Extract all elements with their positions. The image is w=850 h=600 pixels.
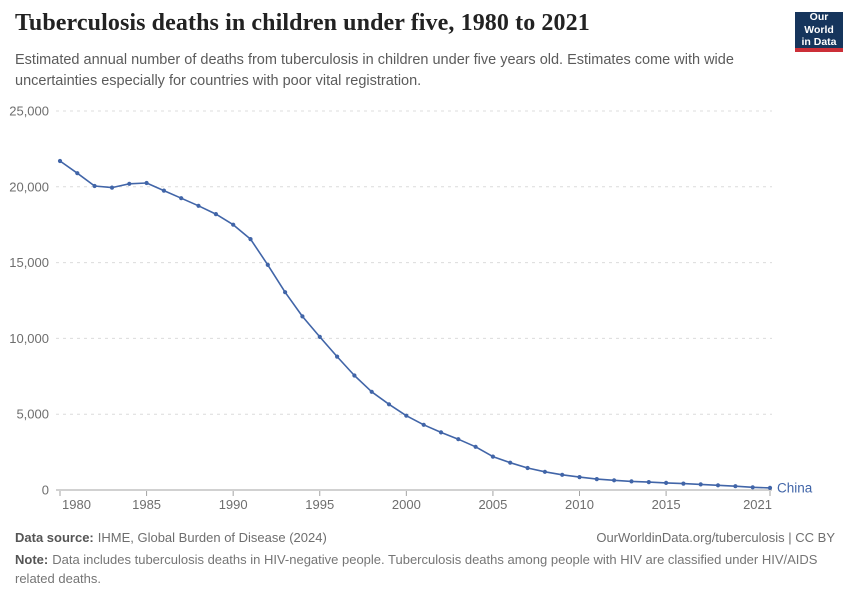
x-tick-label: 2010 [565, 497, 594, 512]
y-tick-label: 20,000 [9, 179, 49, 194]
y-tick-label: 0 [42, 483, 49, 498]
x-tick-label: 1980 [62, 497, 91, 512]
data-point [542, 469, 548, 474]
data-point [456, 437, 461, 442]
data-point [109, 185, 115, 190]
data-source: Data source: IHME, Global Burden of Disea… [15, 530, 327, 545]
data-point [664, 480, 669, 485]
logo-line1: Our World [804, 11, 834, 36]
data-point [698, 482, 703, 487]
series-label-china: China [777, 480, 813, 495]
x-tick-label: 2015 [652, 497, 681, 512]
chart-subtitle: Estimated annual number of deaths from t… [15, 52, 734, 90]
data-point [421, 422, 426, 427]
x-tick-label: 2021 [743, 497, 772, 512]
data-point [386, 402, 392, 407]
data-point [196, 203, 201, 208]
data-point [577, 475, 582, 480]
logo-line2: in Data [801, 36, 837, 49]
data-point [404, 413, 409, 418]
data-point [179, 196, 184, 201]
data-point [144, 180, 149, 186]
attribution-link[interactable]: OurWorldinData.org/tuberculosis | CC BY [596, 530, 835, 545]
data-point [490, 454, 495, 459]
data-point [300, 314, 305, 319]
data-point [612, 478, 617, 483]
data-point [438, 430, 444, 435]
data-points [57, 158, 773, 490]
data-point [369, 389, 374, 394]
data-point [335, 354, 340, 359]
data-point [283, 290, 288, 295]
data-point [317, 334, 322, 339]
owid-logo: Our World in Data [795, 11, 843, 52]
data-point [248, 237, 253, 242]
data-point [560, 472, 565, 477]
owid-logo-text: Our World in Data [795, 11, 843, 49]
series-line-china [59, 160, 771, 489]
data-point [594, 477, 599, 482]
data-point [767, 485, 773, 490]
data-point [75, 171, 80, 176]
data-point [265, 262, 270, 267]
y-tick-label: 15,000 [9, 255, 49, 270]
y-tick-label: 5,000 [16, 407, 49, 422]
gridlines [56, 110, 772, 491]
data-point [92, 183, 97, 189]
data-point [715, 483, 721, 488]
chart-title: Tuberculosis deaths in children under fi… [15, 10, 590, 36]
x-tick-label: 1990 [219, 497, 248, 512]
footnote-text: Data includes tuberculosis deaths in HIV… [15, 552, 818, 586]
data-point [733, 484, 738, 489]
x-tick-label: 1985 [132, 497, 161, 512]
data-point [629, 479, 634, 484]
y-axis-labels: 0 5,000 10,000 15,000 20,000 25,000 [9, 104, 49, 498]
x-tick-label: 2005 [478, 497, 507, 512]
y-tick-label: 25,000 [9, 104, 49, 119]
data-point [508, 460, 513, 465]
data-point [231, 222, 236, 227]
x-tick-label: 1995 [305, 497, 334, 512]
data-point [213, 212, 218, 217]
x-tick-label: 2000 [392, 497, 421, 512]
data-point [750, 485, 755, 490]
footnote-label: Note: [15, 552, 49, 567]
data-point [681, 481, 686, 486]
x-axis-labels: 1980 1985 1990 1995 2000 2005 2010 2015 2021 [59, 491, 772, 512]
data-point [525, 465, 530, 471]
data-source-label: Data source: [15, 530, 94, 545]
data-point [473, 444, 478, 449]
data-point [161, 188, 166, 193]
chart-footer: Data source: IHME, Global Burden of Disea… [15, 530, 835, 589]
data-point [57, 158, 63, 164]
y-tick-label: 10,000 [9, 331, 49, 346]
data-point [352, 373, 357, 378]
data-source-text: IHME, Global Burden of Disease (2024) [97, 530, 327, 545]
data-point [127, 181, 132, 186]
footnote: Note: Data includes tuberculosis deaths i… [15, 551, 835, 589]
data-point [646, 480, 651, 485]
